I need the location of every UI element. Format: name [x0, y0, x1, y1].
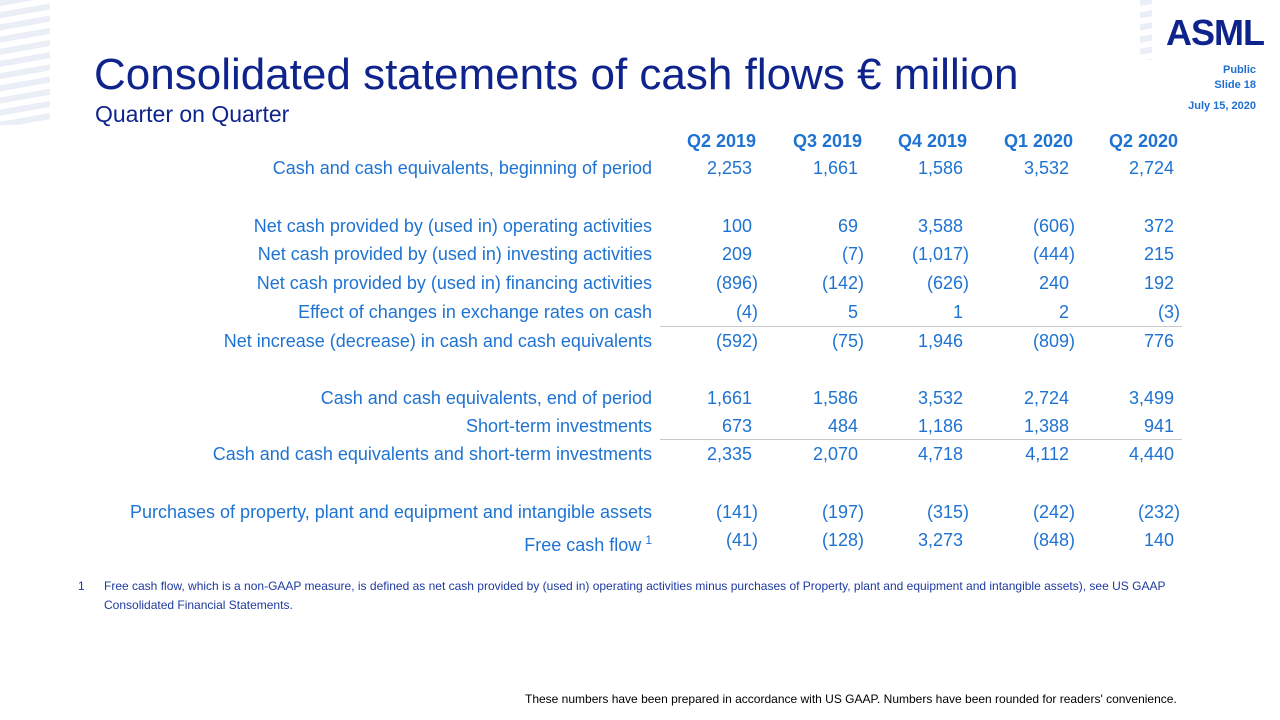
cell: (41): [725, 530, 758, 550]
cell: 3,532: [1023, 158, 1069, 178]
row-label: Net cash provided by (used in) financing…: [257, 273, 652, 293]
cell: (315): [926, 502, 969, 522]
cell: (232): [1137, 502, 1180, 522]
row-label: Net cash provided by (used in) operating…: [254, 216, 652, 236]
cell: 3,532: [917, 388, 963, 408]
row-label-text: Purchases of property, plant and equipme…: [130, 502, 652, 522]
cell: 4,440: [1128, 444, 1174, 464]
cell: 192: [1143, 273, 1174, 293]
cell: (128): [821, 530, 864, 550]
cell: 5: [847, 302, 858, 322]
row-label: Cash and cash equivalents, end of period: [321, 388, 652, 408]
cell: 3,273: [917, 530, 963, 550]
cell: (809): [1032, 331, 1075, 351]
row-label: Free cash flow 1: [524, 530, 652, 555]
cell: 1,186: [917, 416, 963, 436]
decoration: [1140, 0, 1152, 60]
cell: 1,586: [917, 158, 963, 178]
cell: 1,661: [706, 388, 752, 408]
column-header: Q2 2019: [686, 131, 756, 151]
cell: (3): [1158, 302, 1180, 322]
cell: (75): [831, 331, 864, 351]
row-label: Short-term investments: [466, 416, 652, 436]
cell: (896): [715, 273, 758, 293]
cell: (242): [1032, 502, 1075, 522]
cell: (1,017): [911, 244, 969, 264]
cell: 941: [1143, 416, 1174, 436]
cell: (848): [1032, 530, 1075, 550]
cell: 2,253: [706, 158, 752, 178]
column-header: Q4 2019: [897, 131, 967, 151]
cell: 4,718: [917, 444, 963, 464]
bottom-note: These numbers have been prepared in acco…: [525, 692, 1177, 706]
cell: 3,499: [1128, 388, 1174, 408]
cell: (197): [821, 502, 864, 522]
cell: (141): [715, 502, 758, 522]
row-label-text: Cash and cash equivalents and short-term…: [212, 444, 652, 464]
row-label: Effect of changes in exchange rates on c…: [298, 302, 652, 322]
row-label-text: Free cash flow: [524, 535, 642, 555]
row-label: Cash and cash equivalents and short-term…: [213, 444, 652, 464]
cell: 1,661: [812, 158, 858, 178]
row-label: Purchases of property, plant and equipme…: [130, 502, 652, 522]
slide-number: Slide 18: [1214, 79, 1256, 91]
cell: 240: [1038, 273, 1069, 293]
footnote-marker: 1: [78, 579, 85, 593]
column-header: Q3 2019: [792, 131, 862, 151]
cell: (142): [821, 273, 864, 293]
date: July 15, 2020: [1188, 100, 1256, 112]
cell: 776: [1143, 331, 1174, 351]
row-label-text: Cash and cash equivalents, end of period: [320, 388, 652, 408]
decoration: [0, 0, 50, 125]
row-label-text: Short-term investments: [465, 416, 652, 436]
cell: 100: [721, 216, 752, 236]
cell: (4): [736, 302, 758, 322]
cell: 69: [837, 216, 858, 236]
cell: 2,724: [1128, 158, 1174, 178]
cell: 1,586: [812, 388, 858, 408]
row-label-text: Net cash provided by (used in) investing…: [257, 244, 652, 264]
column-header: Q2 2020: [1108, 131, 1178, 151]
footnote: Free cash flow, which is a non-GAAP meas…: [104, 579, 1166, 612]
title: Consolidated statements of cash flows € …: [94, 50, 1019, 99]
row-label-text: Cash and cash equivalents, beginning of …: [272, 158, 652, 178]
cell: (7): [842, 244, 864, 264]
cell: 140: [1143, 530, 1174, 550]
cell: 673: [721, 416, 752, 436]
row-label-text: Net cash provided by (used in) operating…: [253, 216, 652, 236]
cell: 2,724: [1023, 388, 1069, 408]
rule: [660, 326, 1182, 327]
cell: 1,946: [917, 331, 963, 351]
cell: 372: [1143, 216, 1174, 236]
cell: 209: [721, 244, 752, 264]
footnote-ref: 1: [645, 533, 652, 547]
column-header: Q1 2020: [1003, 131, 1073, 151]
cell: (592): [715, 331, 758, 351]
cell: 1: [952, 302, 963, 322]
cell: 2,070: [812, 444, 858, 464]
cell: 2: [1058, 302, 1069, 322]
subtitle: Quarter on Quarter: [95, 101, 290, 127]
cell: (626): [926, 273, 969, 293]
row-label-text: Effect of changes in exchange rates on c…: [298, 302, 652, 322]
cell: 1,388: [1023, 416, 1069, 436]
classification: Public: [1222, 64, 1256, 76]
cell: 484: [827, 416, 858, 436]
row-label: Net cash provided by (used in) investing…: [258, 244, 652, 264]
row-label-text: Net cash provided by (used in) financing…: [256, 273, 652, 293]
cell: 4,112: [1025, 444, 1069, 464]
logo: ASML: [1166, 12, 1265, 53]
cell: 215: [1143, 244, 1174, 264]
cell: 2,335: [706, 444, 752, 464]
row-label: Cash and cash equivalents, beginning of …: [273, 158, 652, 178]
cell: 3,588: [917, 216, 963, 236]
cell: (606): [1032, 216, 1075, 236]
row-label: Net increase (decrease) in cash and cash…: [224, 331, 652, 351]
cell: (444): [1032, 244, 1075, 264]
rule: [660, 439, 1182, 440]
row-label-text: Net increase (decrease) in cash and cash…: [223, 331, 652, 351]
